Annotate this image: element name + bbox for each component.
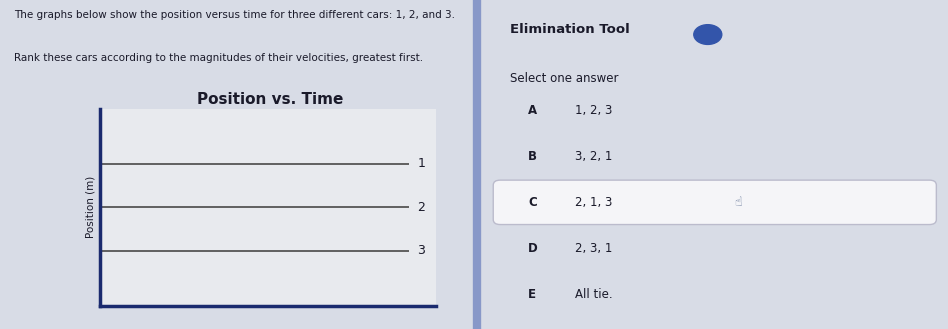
Text: The graphs below show the position versus time for three different cars: 1, 2, a: The graphs below show the position versu… — [14, 10, 455, 20]
FancyBboxPatch shape — [493, 180, 937, 224]
Text: Select one answer: Select one answer — [510, 72, 618, 86]
Text: Rank these cars according to the magnitudes of their velocities, greatest first.: Rank these cars according to the magnitu… — [14, 53, 424, 63]
Text: 2, 1, 3: 2, 1, 3 — [574, 196, 612, 209]
Text: 1: 1 — [417, 157, 426, 170]
Text: 2, 3, 1: 2, 3, 1 — [574, 242, 612, 255]
Circle shape — [694, 25, 721, 44]
Text: All tie.: All tie. — [574, 288, 612, 301]
Text: B: B — [528, 150, 538, 163]
Text: C: C — [528, 196, 537, 209]
Text: 1, 2, 3: 1, 2, 3 — [574, 104, 612, 117]
Y-axis label: Position (m): Position (m) — [85, 176, 96, 239]
Text: 3: 3 — [417, 244, 426, 257]
Text: Elimination Tool: Elimination Tool — [510, 23, 629, 36]
Text: A: A — [528, 104, 538, 117]
Text: Position vs. Time: Position vs. Time — [197, 92, 343, 107]
Text: ☝: ☝ — [735, 196, 742, 209]
Text: E: E — [528, 288, 537, 301]
Text: D: D — [528, 242, 538, 255]
Text: 2: 2 — [417, 201, 426, 214]
Text: 3, 2, 1: 3, 2, 1 — [574, 150, 612, 163]
